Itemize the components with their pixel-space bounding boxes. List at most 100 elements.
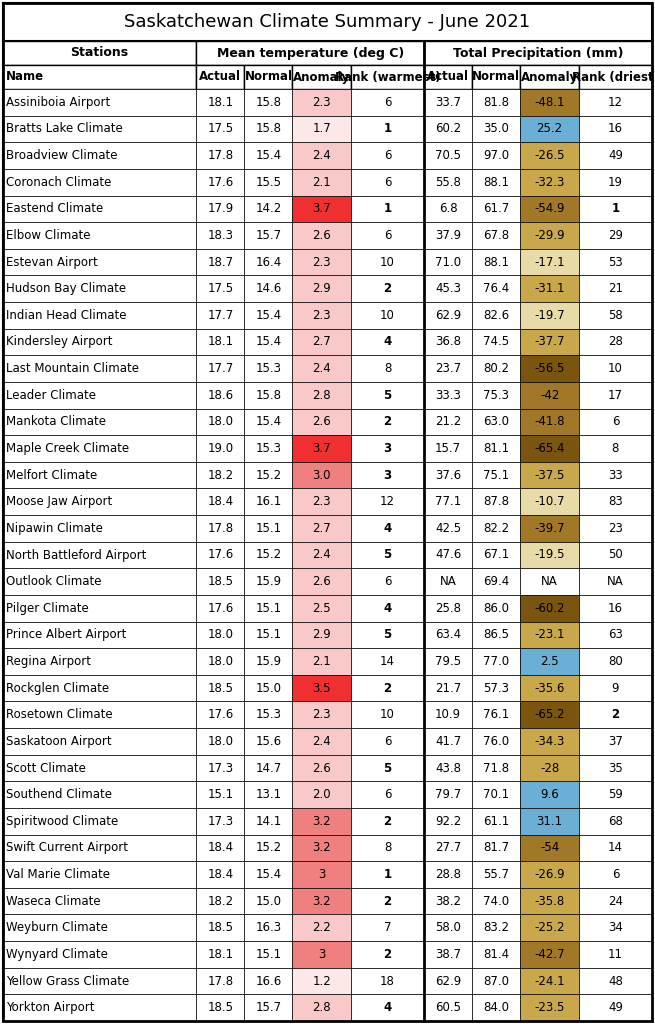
Text: 49: 49 bbox=[608, 150, 623, 162]
Bar bbox=[424, 275, 472, 302]
Text: 15.5: 15.5 bbox=[255, 176, 282, 188]
Bar bbox=[196, 249, 244, 275]
Text: 5: 5 bbox=[383, 389, 392, 401]
Text: 97.0: 97.0 bbox=[483, 150, 510, 162]
Text: -26.9: -26.9 bbox=[534, 868, 565, 881]
Bar bbox=[351, 835, 424, 861]
Text: 81.7: 81.7 bbox=[483, 842, 510, 854]
Text: 2: 2 bbox=[384, 815, 392, 827]
Bar bbox=[293, 488, 351, 515]
Bar bbox=[3, 41, 196, 65]
Bar bbox=[351, 994, 424, 1021]
Bar bbox=[196, 41, 424, 65]
Bar bbox=[579, 169, 652, 196]
Text: 2.8: 2.8 bbox=[312, 389, 331, 401]
Text: 47.6: 47.6 bbox=[435, 549, 461, 561]
Bar bbox=[579, 249, 652, 275]
Text: 33.3: 33.3 bbox=[436, 389, 461, 401]
Text: 15.4: 15.4 bbox=[255, 336, 282, 348]
Bar bbox=[579, 701, 652, 728]
Bar bbox=[244, 222, 293, 249]
Bar bbox=[244, 755, 293, 781]
Bar bbox=[424, 755, 472, 781]
Bar bbox=[293, 622, 351, 648]
Text: 11: 11 bbox=[608, 948, 623, 961]
Bar bbox=[472, 835, 520, 861]
Bar bbox=[579, 968, 652, 994]
Text: Yorkton Airport: Yorkton Airport bbox=[6, 1001, 94, 1014]
Bar bbox=[3, 488, 196, 515]
Text: Anomaly: Anomaly bbox=[521, 71, 578, 84]
Text: -26.5: -26.5 bbox=[534, 150, 565, 162]
Bar bbox=[3, 675, 196, 701]
Text: 17.8: 17.8 bbox=[208, 150, 233, 162]
Text: 48: 48 bbox=[608, 975, 623, 987]
Text: -35.6: -35.6 bbox=[534, 682, 565, 694]
Bar bbox=[472, 968, 520, 994]
Bar bbox=[293, 595, 351, 622]
Bar bbox=[293, 675, 351, 701]
Bar bbox=[351, 462, 424, 488]
Text: 14: 14 bbox=[608, 842, 623, 854]
Text: 2.3: 2.3 bbox=[312, 96, 331, 109]
Bar bbox=[424, 994, 472, 1021]
Bar bbox=[244, 302, 293, 329]
Bar bbox=[472, 515, 520, 542]
Bar bbox=[196, 222, 244, 249]
Bar bbox=[579, 275, 652, 302]
Text: Eastend Climate: Eastend Climate bbox=[6, 203, 103, 215]
Bar bbox=[351, 142, 424, 169]
Bar bbox=[579, 595, 652, 622]
Bar bbox=[196, 409, 244, 435]
Text: 3.7: 3.7 bbox=[312, 442, 331, 455]
Bar bbox=[196, 675, 244, 701]
Text: 18.5: 18.5 bbox=[208, 1001, 233, 1014]
Bar bbox=[3, 568, 196, 595]
Bar bbox=[424, 968, 472, 994]
Text: 59: 59 bbox=[608, 788, 623, 801]
Text: 2.4: 2.4 bbox=[312, 735, 331, 748]
Text: 2.2: 2.2 bbox=[312, 922, 331, 934]
Text: 17.6: 17.6 bbox=[207, 602, 233, 614]
Text: 2: 2 bbox=[384, 416, 392, 428]
Bar bbox=[351, 222, 424, 249]
Text: 23: 23 bbox=[608, 522, 623, 535]
Bar bbox=[3, 701, 196, 728]
Bar bbox=[424, 728, 472, 755]
Bar bbox=[244, 622, 293, 648]
Text: 2.3: 2.3 bbox=[312, 309, 331, 322]
Text: 15.2: 15.2 bbox=[255, 469, 282, 481]
Text: 33.7: 33.7 bbox=[435, 96, 461, 109]
Bar bbox=[351, 249, 424, 275]
Text: -39.7: -39.7 bbox=[534, 522, 565, 535]
Text: 63.0: 63.0 bbox=[483, 416, 510, 428]
Bar bbox=[351, 169, 424, 196]
Bar bbox=[244, 142, 293, 169]
Text: 2.6: 2.6 bbox=[312, 762, 331, 774]
Bar bbox=[472, 542, 520, 568]
Bar bbox=[3, 116, 196, 142]
Text: 21.7: 21.7 bbox=[435, 682, 461, 694]
Text: 61.7: 61.7 bbox=[483, 203, 510, 215]
Bar bbox=[244, 382, 293, 409]
Bar bbox=[579, 808, 652, 835]
Text: 2.4: 2.4 bbox=[312, 549, 331, 561]
Bar bbox=[424, 116, 472, 142]
Bar bbox=[424, 329, 472, 355]
Text: 25.2: 25.2 bbox=[536, 123, 563, 135]
Text: 15.2: 15.2 bbox=[255, 842, 282, 854]
Bar bbox=[579, 675, 652, 701]
Bar bbox=[293, 648, 351, 675]
Text: 15.1: 15.1 bbox=[255, 629, 282, 641]
Bar bbox=[424, 488, 472, 515]
Text: Name: Name bbox=[6, 71, 44, 84]
Bar bbox=[244, 595, 293, 622]
Text: 70.1: 70.1 bbox=[483, 788, 510, 801]
Text: -28: -28 bbox=[540, 762, 559, 774]
Text: 16.3: 16.3 bbox=[255, 922, 282, 934]
Bar bbox=[424, 142, 472, 169]
Bar bbox=[293, 89, 351, 116]
Text: 2.7: 2.7 bbox=[312, 336, 331, 348]
Bar bbox=[351, 888, 424, 914]
Bar bbox=[293, 65, 351, 89]
